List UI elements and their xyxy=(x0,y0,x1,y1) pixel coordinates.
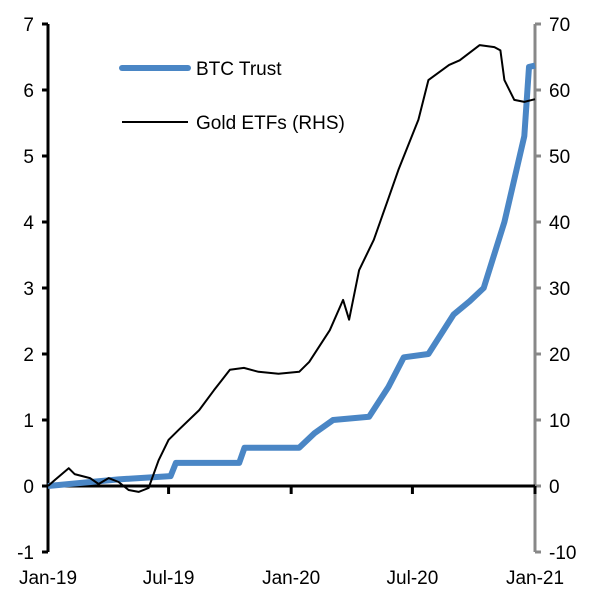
legend: BTC Trust Gold ETFs (RHS) xyxy=(119,59,345,134)
left-y-tick-label: 1 xyxy=(23,411,34,432)
x-tick-label: Jan-20 xyxy=(262,568,320,589)
legend-label-gold-etfs: Gold ETFs (RHS) xyxy=(196,113,345,134)
right-y-tick-label: -10 xyxy=(549,543,576,564)
right-y-tick-label: 70 xyxy=(549,15,570,36)
right-y-tick-label: 30 xyxy=(549,279,570,300)
left-y-tick-label: 5 xyxy=(23,147,34,168)
legend-label-btc-trust: BTC Trust xyxy=(196,59,282,80)
right-y-tick-label: 0 xyxy=(549,477,560,498)
series-line-btc-trust xyxy=(47,62,536,489)
left-y-tick-label: 7 xyxy=(23,15,34,36)
left-y-tick-label: -1 xyxy=(17,543,34,564)
left-y-tick-label: 3 xyxy=(23,279,34,300)
right-y-tick-label: 40 xyxy=(549,213,570,234)
x-tick-label: Jan-21 xyxy=(506,568,564,589)
x-tick-label: Jul-20 xyxy=(387,568,439,589)
x-tick-label: Jul-19 xyxy=(143,568,195,589)
right-y-tick-label: 20 xyxy=(549,345,570,366)
left-y-tick-label: 4 xyxy=(23,213,34,234)
series-line-gold-etfs xyxy=(47,44,536,493)
right-y-tick-label: 60 xyxy=(549,81,570,102)
right-y-tick-label: 10 xyxy=(549,411,570,432)
left-y-tick-label: 6 xyxy=(23,81,34,102)
left-y-tick-label: 0 xyxy=(23,477,34,498)
right-y-tick-label: 50 xyxy=(549,147,570,168)
x-tick-label: Jan-19 xyxy=(19,568,77,589)
left-y-tick-label: 2 xyxy=(23,345,34,366)
